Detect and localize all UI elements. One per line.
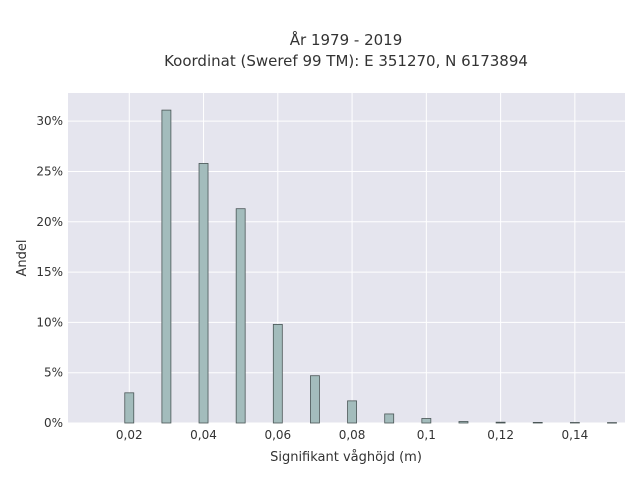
bar-11	[532, 421, 543, 424]
x-tick-label-5: 0,12	[487, 428, 514, 442]
y-tick-label-4: 20%	[36, 215, 63, 229]
bar-8	[421, 418, 432, 424]
x-axis-title: Signifikant våghöjd (m)	[270, 450, 422, 465]
x-tick-label-3: 0,08	[339, 428, 366, 442]
bar-9	[458, 421, 469, 424]
bar-5	[310, 375, 320, 424]
y-tick-label-6: 30%	[36, 114, 63, 128]
bars	[124, 109, 617, 424]
bar-0	[124, 392, 135, 424]
y-tick-label-0: 0%	[44, 416, 63, 430]
y-tick-label-5: 25%	[36, 164, 63, 178]
x-tick-label-0: 0,02	[116, 428, 143, 442]
bar-10	[495, 421, 506, 424]
y-tick-label-3: 15%	[36, 265, 63, 279]
bar-6	[347, 400, 357, 424]
x-tick-label-1: 0,04	[190, 428, 217, 442]
bar-4	[272, 324, 283, 424]
x-tick-label-2: 0,06	[264, 428, 291, 442]
x-tick-label-4: 0,1	[417, 428, 436, 442]
plot-area	[68, 93, 625, 423]
chart-subtitle: Koordinat (Sweref 99 TM): E 351270, N 61…	[164, 52, 528, 70]
bar-1	[161, 109, 172, 424]
bar-13	[607, 422, 617, 424]
bar-7	[384, 413, 395, 424]
y-axis-ticks: 0% 5% 10% 15% 20% 25% 30%	[36, 114, 63, 430]
chart-title: År 1979 - 2019	[290, 30, 403, 49]
bar-3	[235, 208, 246, 424]
bar-12	[569, 422, 580, 424]
grid-lines	[68, 93, 625, 424]
y-tick-label-1: 5%	[44, 366, 63, 380]
y-axis-title: Andel	[15, 240, 30, 277]
bar-2	[198, 163, 209, 424]
y-tick-label-2: 10%	[36, 315, 63, 329]
x-tick-label-6: 0,14	[562, 428, 589, 442]
x-axis-ticks: 0,02 0,04 0,06 0,08 0,1 0,12 0,14	[116, 428, 588, 442]
